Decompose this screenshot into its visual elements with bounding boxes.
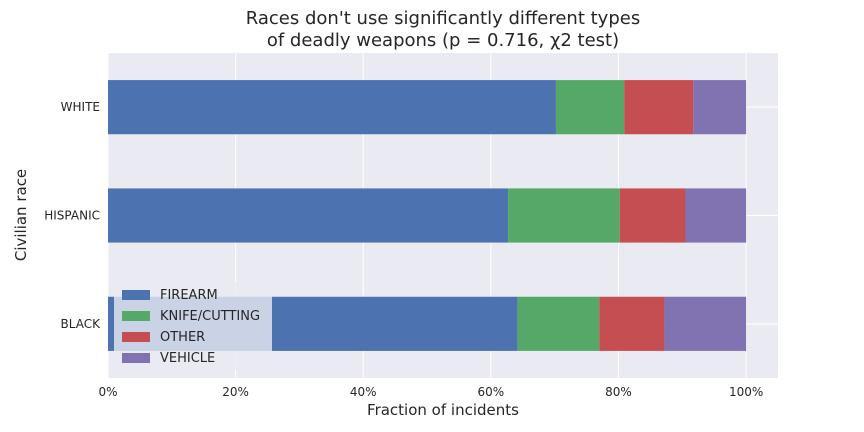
legend-label: FIREARM	[160, 288, 218, 303]
bar-vehicle-white	[693, 80, 747, 135]
legend-swatch	[122, 311, 150, 321]
x-tick-label: 0%	[98, 385, 117, 399]
x-axis-label: Fraction of incidents	[367, 401, 519, 419]
x-tick-label: 60%	[478, 385, 505, 399]
bar-knife-cutting-hispanic	[508, 188, 620, 243]
bar-firearm-hispanic	[108, 188, 509, 243]
y-tick-label: BLACK	[61, 317, 102, 331]
legend-label: VEHICLE	[160, 351, 215, 366]
legend-label: OTHER	[160, 330, 205, 345]
x-tick-label: 20%	[222, 385, 249, 399]
legend-swatch	[122, 290, 150, 300]
bar-vehicle-black	[664, 296, 747, 351]
legend-swatch	[122, 332, 150, 342]
y-ticks: BLACK HISPANIC WHITE	[44, 100, 101, 331]
y-tick-label: HISPANIC	[44, 209, 100, 223]
x-tick-label: 80%	[605, 385, 632, 399]
legend-label: KNIFE/CUTTING	[160, 309, 260, 324]
bar-knife-cutting-black	[517, 296, 600, 351]
legend: FIREARM KNIFE/CUTTING OTHER VEHICLE	[114, 282, 272, 370]
x-tick-label: 40%	[350, 385, 377, 399]
bar-knife-cutting-white	[555, 80, 625, 135]
bar-vehicle-hispanic	[685, 188, 747, 243]
chart-title-line-2: of deadly weapons (p = 0.716, χ2 test)	[267, 30, 619, 51]
x-tick-label: 100%	[729, 385, 763, 399]
bar-firearm-white	[108, 80, 556, 135]
chart-title-line-1: Races don't use significantly different …	[246, 8, 640, 29]
y-tick-label: WHITE	[61, 100, 100, 114]
bar-other-black	[599, 296, 665, 351]
legend-swatch	[122, 353, 150, 363]
legend-box	[114, 282, 272, 370]
bar-other-white	[624, 80, 694, 135]
y-axis-label: Civilian race	[12, 169, 30, 261]
x-ticks: 0% 20% 40% 60% 80% 100%	[98, 385, 763, 399]
bar-other-hispanic	[619, 188, 686, 243]
